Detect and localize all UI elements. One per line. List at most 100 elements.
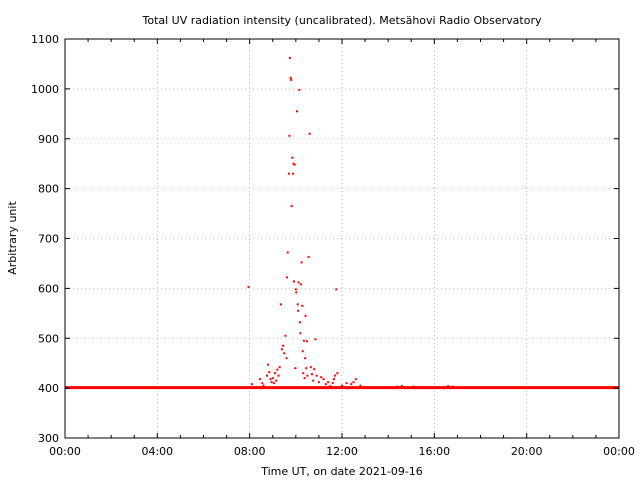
- data-point: [401, 385, 404, 388]
- x-tick-label: 12:00: [326, 445, 358, 458]
- data-point: [286, 276, 289, 279]
- data-point: [352, 381, 355, 384]
- data-point: [291, 156, 294, 159]
- data-point: [421, 386, 424, 389]
- y-axis-label: Arbitrary unit: [6, 201, 19, 275]
- data-point: [302, 339, 305, 342]
- data-point: [305, 367, 308, 370]
- data-point: [359, 384, 362, 387]
- data-point: [295, 291, 298, 294]
- data-point: [296, 303, 299, 306]
- data-point: [322, 378, 325, 381]
- data-point: [412, 385, 415, 388]
- y-tick-label: 800: [38, 183, 59, 196]
- data-point: [294, 367, 297, 370]
- x-tick-label: 16:00: [418, 445, 450, 458]
- data-point: [298, 321, 301, 324]
- data-point: [278, 366, 281, 369]
- data-point: [277, 374, 280, 377]
- data-point: [354, 378, 357, 381]
- data-point: [345, 382, 348, 385]
- data-point: [417, 386, 420, 389]
- data-point: [310, 373, 313, 376]
- data-point: [314, 338, 317, 341]
- y-tick-label: 900: [38, 133, 59, 146]
- x-tick-label: 00:00: [49, 445, 81, 458]
- data-point: [267, 363, 270, 366]
- y-tick-label: 1000: [31, 83, 59, 96]
- data-point: [302, 372, 305, 375]
- data-point: [280, 348, 283, 351]
- data-point: [271, 377, 274, 380]
- data-point: [259, 378, 262, 381]
- data-point: [447, 385, 450, 388]
- data-point: [301, 350, 304, 353]
- data-point: [285, 357, 288, 360]
- y-tick-label: 400: [38, 382, 59, 395]
- data-point: [270, 381, 273, 384]
- data-point: [298, 88, 301, 91]
- y-tick-label: 700: [38, 233, 59, 246]
- data-point: [247, 285, 250, 288]
- data-point: [279, 303, 282, 306]
- data-point: [261, 382, 264, 385]
- data-point: [313, 368, 316, 371]
- data-point: [288, 134, 291, 137]
- data-point: [324, 383, 327, 386]
- data-point: [292, 162, 295, 165]
- data-point: [308, 132, 311, 135]
- x-tick-labels: 00:00 04:00 08:00 12:00 16:00 20:00 00:00: [49, 445, 635, 458]
- data-point: [334, 374, 337, 377]
- data-point: [290, 205, 293, 208]
- y-tick-label: 500: [38, 332, 59, 345]
- data-point: [301, 304, 304, 307]
- data-point: [262, 384, 265, 387]
- data-point: [315, 374, 318, 377]
- data-point: [327, 381, 330, 384]
- data-point: [297, 309, 300, 312]
- axis-ticks: [64, 38, 620, 439]
- data-points: [247, 56, 454, 389]
- y-tick-labels: 300 400 500 600 700 800 900 1000 1100: [31, 33, 59, 445]
- data-point: [284, 334, 287, 337]
- data-point: [289, 76, 292, 79]
- grid: [65, 39, 619, 438]
- data-point: [303, 377, 306, 380]
- data-point: [292, 172, 295, 175]
- data-point: [299, 283, 302, 286]
- y-tick-label: 600: [38, 282, 59, 295]
- data-point: [309, 366, 312, 369]
- data-point: [269, 378, 272, 381]
- data-point: [274, 372, 277, 375]
- data-point: [295, 110, 298, 113]
- data-point: [282, 344, 285, 347]
- data-point: [317, 381, 320, 384]
- data-point: [332, 378, 335, 381]
- data-point: [451, 385, 454, 388]
- data-point: [300, 261, 303, 264]
- data-point: [304, 314, 307, 317]
- x-tick-label: 20:00: [511, 445, 543, 458]
- data-point: [275, 379, 278, 382]
- data-point: [297, 281, 300, 284]
- x-tick-label: 04:00: [141, 445, 173, 458]
- data-point: [299, 332, 302, 335]
- x-tick-label: 08:00: [234, 445, 266, 458]
- data-point: [283, 352, 286, 355]
- data-point: [350, 383, 353, 386]
- data-point: [312, 379, 315, 382]
- chart-title: Total UV radiation intensity (uncalibrat…: [142, 14, 542, 27]
- data-point: [331, 382, 334, 385]
- data-point: [320, 376, 323, 379]
- data-point: [265, 374, 268, 377]
- data-point: [289, 56, 292, 59]
- y-tick-label: 1100: [31, 33, 59, 46]
- y-tick-label: 300: [38, 432, 59, 445]
- data-point: [268, 371, 271, 374]
- data-point: [293, 163, 296, 166]
- data-point: [336, 372, 339, 375]
- data-point: [250, 383, 253, 386]
- data-point: [292, 280, 295, 283]
- x-tick-label: 00:00: [603, 445, 635, 458]
